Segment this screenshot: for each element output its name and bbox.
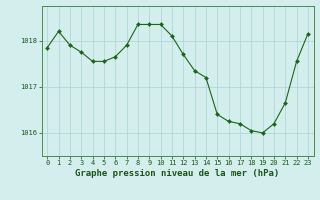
X-axis label: Graphe pression niveau de la mer (hPa): Graphe pression niveau de la mer (hPa) bbox=[76, 169, 280, 178]
